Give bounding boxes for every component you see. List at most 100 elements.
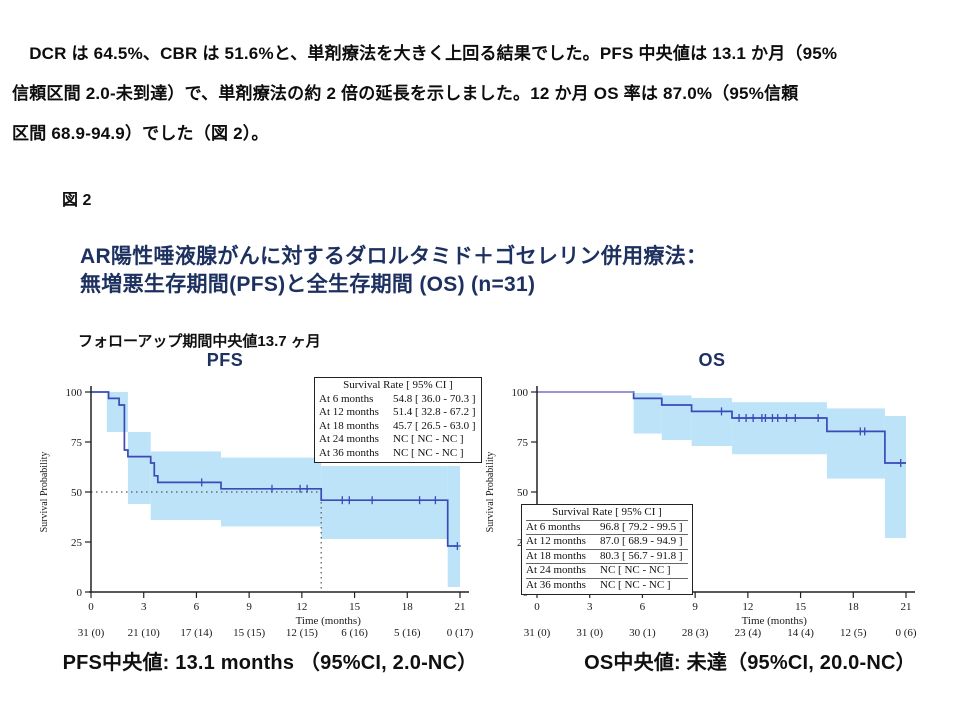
survival-table-timepoint: At 18 months xyxy=(319,419,379,432)
os-survival-rate-table: Survival Rate [ 95% CI ] At 6 months 96.8 … xyxy=(521,504,693,595)
y-tick-label: 0 xyxy=(77,587,83,599)
y-tick-label: 75 xyxy=(71,437,83,449)
at-risk-count: 30 (1) xyxy=(629,627,656,639)
survival-table-timepoint: At 36 months xyxy=(526,578,586,591)
survival-table-row: At 6 months 54.8 [ 36.0 - 70.3 ] xyxy=(319,393,477,407)
survival-table-timepoint: At 36 months xyxy=(319,446,379,459)
survival-table-value: 80.3 [ 56.7 - 91.8 ] xyxy=(600,549,683,562)
survival-table-row: At 18 months 45.7 [ 26.5 - 63.0 ] xyxy=(319,420,477,434)
y-tick-label: 50 xyxy=(517,487,529,499)
pfs-chart-block: 0 25 50 75 100 0 3 6 9 12 15 18 21 Survival Probabili… xyxy=(35,372,482,640)
x-tick-label: 3 xyxy=(141,601,147,613)
survival-table-value: NC [ NC - NC ] xyxy=(393,433,464,445)
survival-table-value: 51.4 [ 32.8 - 67.2 ] xyxy=(393,406,476,418)
survival-table-timepoint: At 24 months xyxy=(526,564,586,576)
x-tick-label: 21 xyxy=(455,601,466,613)
at-risk-count: 5 (16) xyxy=(394,627,421,639)
at-risk-count: 12 (5) xyxy=(840,627,867,639)
figure-title: AR陽性唾液腺がんに対するダロルタミド＋ゴセレリン併用療法： 無増悪生存期間(P… xyxy=(80,243,707,299)
ci-band-segment xyxy=(884,416,906,538)
ci-band-segment xyxy=(826,408,885,479)
survival-table-value: 54.8 [ 36.0 - 70.3 ] xyxy=(393,392,476,405)
at-risk-count: 31 (0) xyxy=(576,627,603,639)
survival-table-row: At 36 months NC [ NC - NC ] xyxy=(319,447,477,461)
survival-table-row: At 36 months NC [ NC - NC ] xyxy=(526,577,688,593)
figure-title-line2: 無増悪生存期間(PFS)と全生存期間 (OS) (n=31) xyxy=(80,273,536,296)
os-chart-title: OS xyxy=(698,350,726,370)
intro-line: 信頼区間 2.0-未到達）で、単剤療法の約 2 倍の延長を示しました。12 か月… xyxy=(12,84,799,103)
x-tick-label: 21 xyxy=(901,601,912,613)
at-risk-count: 23 (4) xyxy=(735,627,762,639)
survival-table-timepoint: At 24 months xyxy=(319,433,379,445)
at-risk-count: 31 (0) xyxy=(78,627,105,639)
y-tick-label: 25 xyxy=(71,537,83,549)
ci-band-segment xyxy=(732,402,827,455)
ci-band-segment xyxy=(150,451,222,520)
survival-table-timepoint: At 6 months xyxy=(526,520,581,533)
x-axis-label: Time (months) xyxy=(742,615,808,627)
survival-table-row: At 24 months NC [ NC - NC ] xyxy=(526,563,688,578)
x-tick-label: 6 xyxy=(640,601,646,613)
y-axis-label: Survival Probability xyxy=(39,452,50,533)
ci-band-segment xyxy=(127,432,151,504)
y-tick-label: 75 xyxy=(517,437,529,449)
survival-table-row: At 12 months 87.0 [ 68.9 - 94.9 ] xyxy=(526,534,688,549)
at-risk-count: 0 (6) xyxy=(895,627,916,639)
survival-table-row: At 12 months 51.4 [ 32.8 - 67.2 ] xyxy=(319,406,477,420)
survival-table-timepoint: At 6 months xyxy=(319,392,374,405)
km-curve xyxy=(537,391,906,464)
intro-line: DCR は 64.5%、CBR は 51.6%と、単剤療法を大きく上回る結果でし… xyxy=(12,44,838,63)
at-risk-count: 28 (3) xyxy=(682,627,709,639)
y-tick-label: 50 xyxy=(71,487,83,499)
survival-table-header: Survival Rate [ 95% CI ] xyxy=(552,506,662,518)
survival-table-value: NC [ NC - NC ] xyxy=(600,578,671,591)
at-risk-count: 0 (17) xyxy=(447,627,474,639)
ci-band-segment xyxy=(691,398,733,446)
km-curve xyxy=(91,391,459,547)
ci-band-segment xyxy=(633,393,662,434)
os-median-caption: OS中央値: 未達（95%CI, 20.0-NC） xyxy=(584,652,916,674)
survival-table-timepoint: At 12 months xyxy=(526,535,586,547)
x-axis-label: Time (months) xyxy=(296,615,362,627)
survival-table-value: NC [ NC - NC ] xyxy=(393,446,464,459)
y-axis-label: Survival Probability xyxy=(485,452,496,533)
at-risk-count: 12 (15) xyxy=(286,627,318,639)
x-tick-label: 9 xyxy=(246,601,252,613)
x-tick-label: 15 xyxy=(795,601,807,613)
survival-table-row: At 18 months 80.3 [ 56.7 - 91.8 ] xyxy=(526,548,688,564)
followup-median-label: フォローアップ期間中央値13.7 ヶ月 xyxy=(78,333,321,350)
ci-band-segment xyxy=(106,392,128,432)
survival-table-value: 96.8 [ 79.2 - 99.5 ] xyxy=(600,520,683,533)
survival-table-value: 87.0 [ 68.9 - 94.9 ] xyxy=(600,535,683,547)
ci-band-segment xyxy=(661,395,692,440)
at-risk-count: 21 (10) xyxy=(128,627,160,639)
intro-line: 区間 68.9-94.9）でした（図 2）。 xyxy=(12,124,269,143)
x-tick-label: 15 xyxy=(349,601,361,613)
x-tick-label: 12 xyxy=(742,601,753,613)
pfs-km-chart: 0 25 50 75 100 0 3 6 9 12 15 18 21 Survival Probabili… xyxy=(39,386,474,639)
survival-table-value: 45.7 [ 26.5 - 63.0 ] xyxy=(393,419,476,432)
figure-label: 図 2 xyxy=(62,192,92,209)
ci-band-segment xyxy=(447,466,460,587)
x-tick-label: 6 xyxy=(194,601,200,613)
x-tick-label: 9 xyxy=(692,601,698,613)
x-tick-label: 3 xyxy=(587,601,593,613)
y-tick-label: 100 xyxy=(66,387,83,399)
x-tick-label: 12 xyxy=(296,601,307,613)
ci-band-segment xyxy=(321,466,448,539)
pfs-survival-rate-table: Survival Rate [ 95% CI ] At 6 months 54.8 … xyxy=(314,377,482,463)
at-risk-count: 17 (14) xyxy=(180,627,212,639)
survival-table-header: Survival Rate [ 95% CI ] xyxy=(343,379,453,391)
at-risk-count: 6 (16) xyxy=(341,627,368,639)
intro-paragraph: DCR は 64.5%、CBR は 51.6%と、単剤療法を大きく上回る結果でし… xyxy=(12,34,952,154)
x-tick-label: 0 xyxy=(534,601,540,613)
survival-table-timepoint: At 12 months xyxy=(319,406,379,418)
x-tick-label: 18 xyxy=(402,601,414,613)
pfs-chart-title: PFS xyxy=(206,350,244,370)
survival-table-row: At 24 months NC [ NC - NC ] xyxy=(319,433,477,447)
x-tick-label: 0 xyxy=(88,601,94,613)
survival-table-value: NC [ NC - NC ] xyxy=(600,564,671,576)
at-risk-count: 14 (4) xyxy=(787,627,814,639)
